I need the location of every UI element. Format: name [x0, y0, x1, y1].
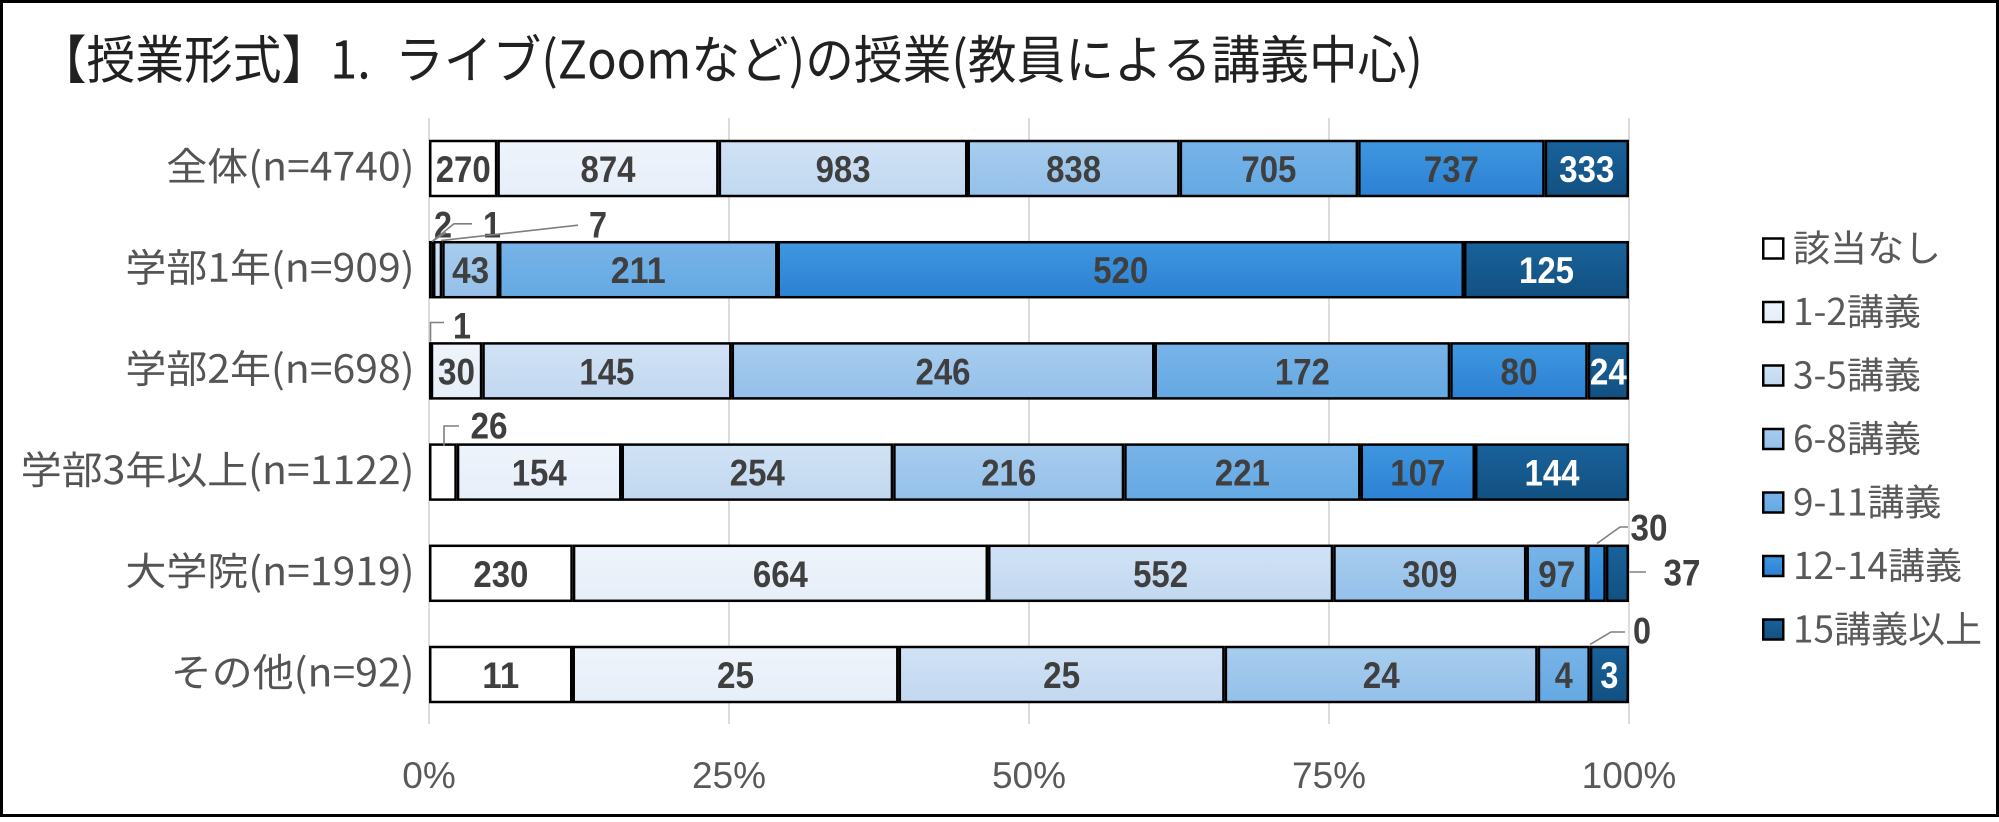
svg-text:983: 983: [816, 149, 871, 190]
svg-text:4: 4: [1555, 655, 1573, 696]
svg-text:838: 838: [1046, 149, 1101, 190]
svg-text:43: 43: [452, 250, 489, 291]
svg-text:26: 26: [471, 406, 508, 447]
svg-text:246: 246: [916, 351, 971, 392]
svg-text:97: 97: [1538, 554, 1575, 595]
svg-text:737: 737: [1424, 149, 1479, 190]
svg-text:664: 664: [753, 554, 808, 595]
svg-text:25: 25: [1043, 655, 1080, 696]
svg-text:107: 107: [1390, 453, 1445, 494]
svg-text:552: 552: [1133, 554, 1188, 595]
svg-text:24: 24: [1363, 655, 1400, 696]
svg-text:309: 309: [1402, 554, 1457, 595]
svg-text:50%: 50%: [992, 755, 1066, 796]
svg-text:75%: 75%: [1292, 755, 1366, 796]
svg-text:1: 1: [483, 205, 501, 246]
svg-text:520: 520: [1093, 250, 1148, 291]
svg-text:11: 11: [482, 655, 519, 696]
svg-text:25: 25: [717, 655, 754, 696]
svg-text:211: 211: [611, 250, 666, 291]
svg-text:37: 37: [1664, 553, 1701, 594]
svg-text:25%: 25%: [692, 755, 766, 796]
svg-text:145: 145: [579, 351, 634, 392]
svg-text:333: 333: [1559, 149, 1614, 190]
svg-text:216: 216: [981, 453, 1036, 494]
svg-text:30: 30: [1631, 508, 1668, 549]
svg-text:80: 80: [1501, 351, 1538, 392]
svg-text:230: 230: [473, 554, 528, 595]
svg-text:3: 3: [1600, 655, 1618, 696]
svg-text:1: 1: [453, 306, 471, 347]
svg-text:100%: 100%: [1582, 755, 1677, 796]
svg-text:874: 874: [581, 149, 636, 190]
svg-text:144: 144: [1525, 453, 1580, 494]
svg-text:705: 705: [1241, 149, 1296, 190]
svg-text:254: 254: [730, 453, 785, 494]
svg-text:172: 172: [1275, 351, 1330, 392]
svg-text:221: 221: [1215, 453, 1270, 494]
svg-text:0%: 0%: [402, 755, 455, 796]
svg-text:270: 270: [436, 149, 491, 190]
svg-text:125: 125: [1519, 250, 1574, 291]
svg-text:154: 154: [512, 453, 567, 494]
svg-text:24: 24: [1590, 351, 1627, 392]
svg-text:7: 7: [589, 205, 607, 246]
svg-text:30: 30: [438, 351, 475, 392]
svg-text:0: 0: [1633, 611, 1651, 652]
